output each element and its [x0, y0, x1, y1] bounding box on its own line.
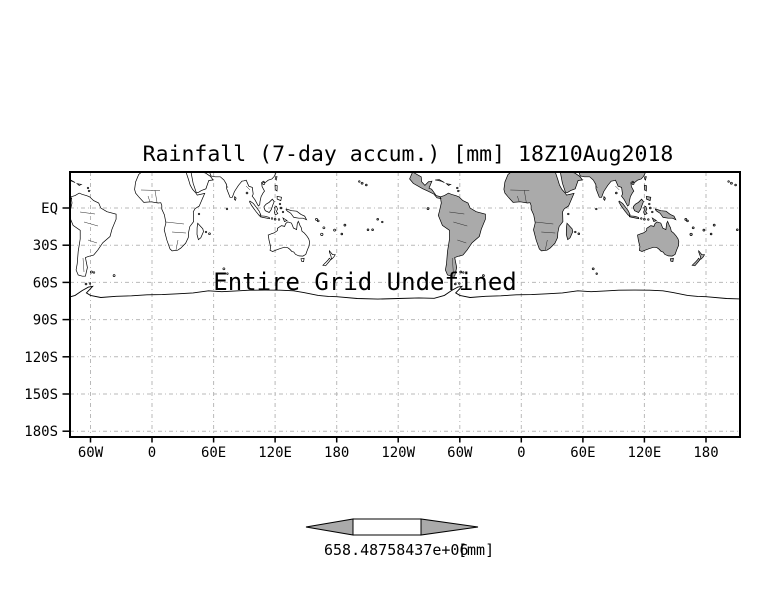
- x-tick-label: 180: [693, 445, 718, 461]
- x-tick-label: 60E: [570, 445, 595, 461]
- y-tick-label: 60S: [33, 275, 58, 291]
- x-axis-labels: 60W 0 60E 120E 180 120W 60W 0 60E 120E 1…: [78, 445, 719, 461]
- y-tick-label: 180S: [24, 424, 58, 440]
- world-wrap-3-filled: [709, 172, 740, 286]
- grid-lines: [70, 172, 740, 437]
- antarctica-wrap-3: [705, 285, 740, 300]
- colorbar-right-arrow: [420, 518, 479, 536]
- x-tick-label: 60W: [78, 445, 104, 461]
- colorbar-left-arrow: [305, 518, 354, 536]
- x-tick-label: 120W: [381, 445, 415, 461]
- x-tick-label: 0: [148, 445, 156, 461]
- colorbar: 658.48758437e+06 [mm]: [305, 518, 494, 559]
- y-tick-label: EQ: [41, 201, 58, 217]
- axis-ticks: [62, 207, 707, 443]
- x-tick-label: 60E: [201, 445, 226, 461]
- y-tick-label: 120S: [24, 350, 58, 366]
- x-tick-label: 60W: [447, 445, 473, 461]
- colorbar-box: [352, 518, 422, 536]
- x-tick-label: 120E: [628, 445, 662, 461]
- y-tick-label: 150S: [24, 387, 58, 403]
- figure-title: Rainfall (7-day accum.) [mm] 18Z10Aug201…: [143, 142, 674, 167]
- plot-border: [69, 171, 741, 438]
- map-area: Entire Grid Undefined: [70, 172, 740, 300]
- x-tick-label: 180: [324, 445, 349, 461]
- colorbar-unit-label: [mm]: [458, 541, 494, 559]
- y-tick-label: 30S: [33, 238, 58, 254]
- y-tick-label: 90S: [33, 313, 58, 329]
- colorbar-value-label: 658.48758437e+06: [324, 541, 469, 559]
- y-axis-labels: EQ 30S 60S 90S 120S 150S 180S: [24, 201, 58, 440]
- x-tick-label: 0: [517, 445, 525, 461]
- x-tick-label: 120E: [258, 445, 292, 461]
- undefined-grid-annotation: Entire Grid Undefined: [213, 268, 516, 296]
